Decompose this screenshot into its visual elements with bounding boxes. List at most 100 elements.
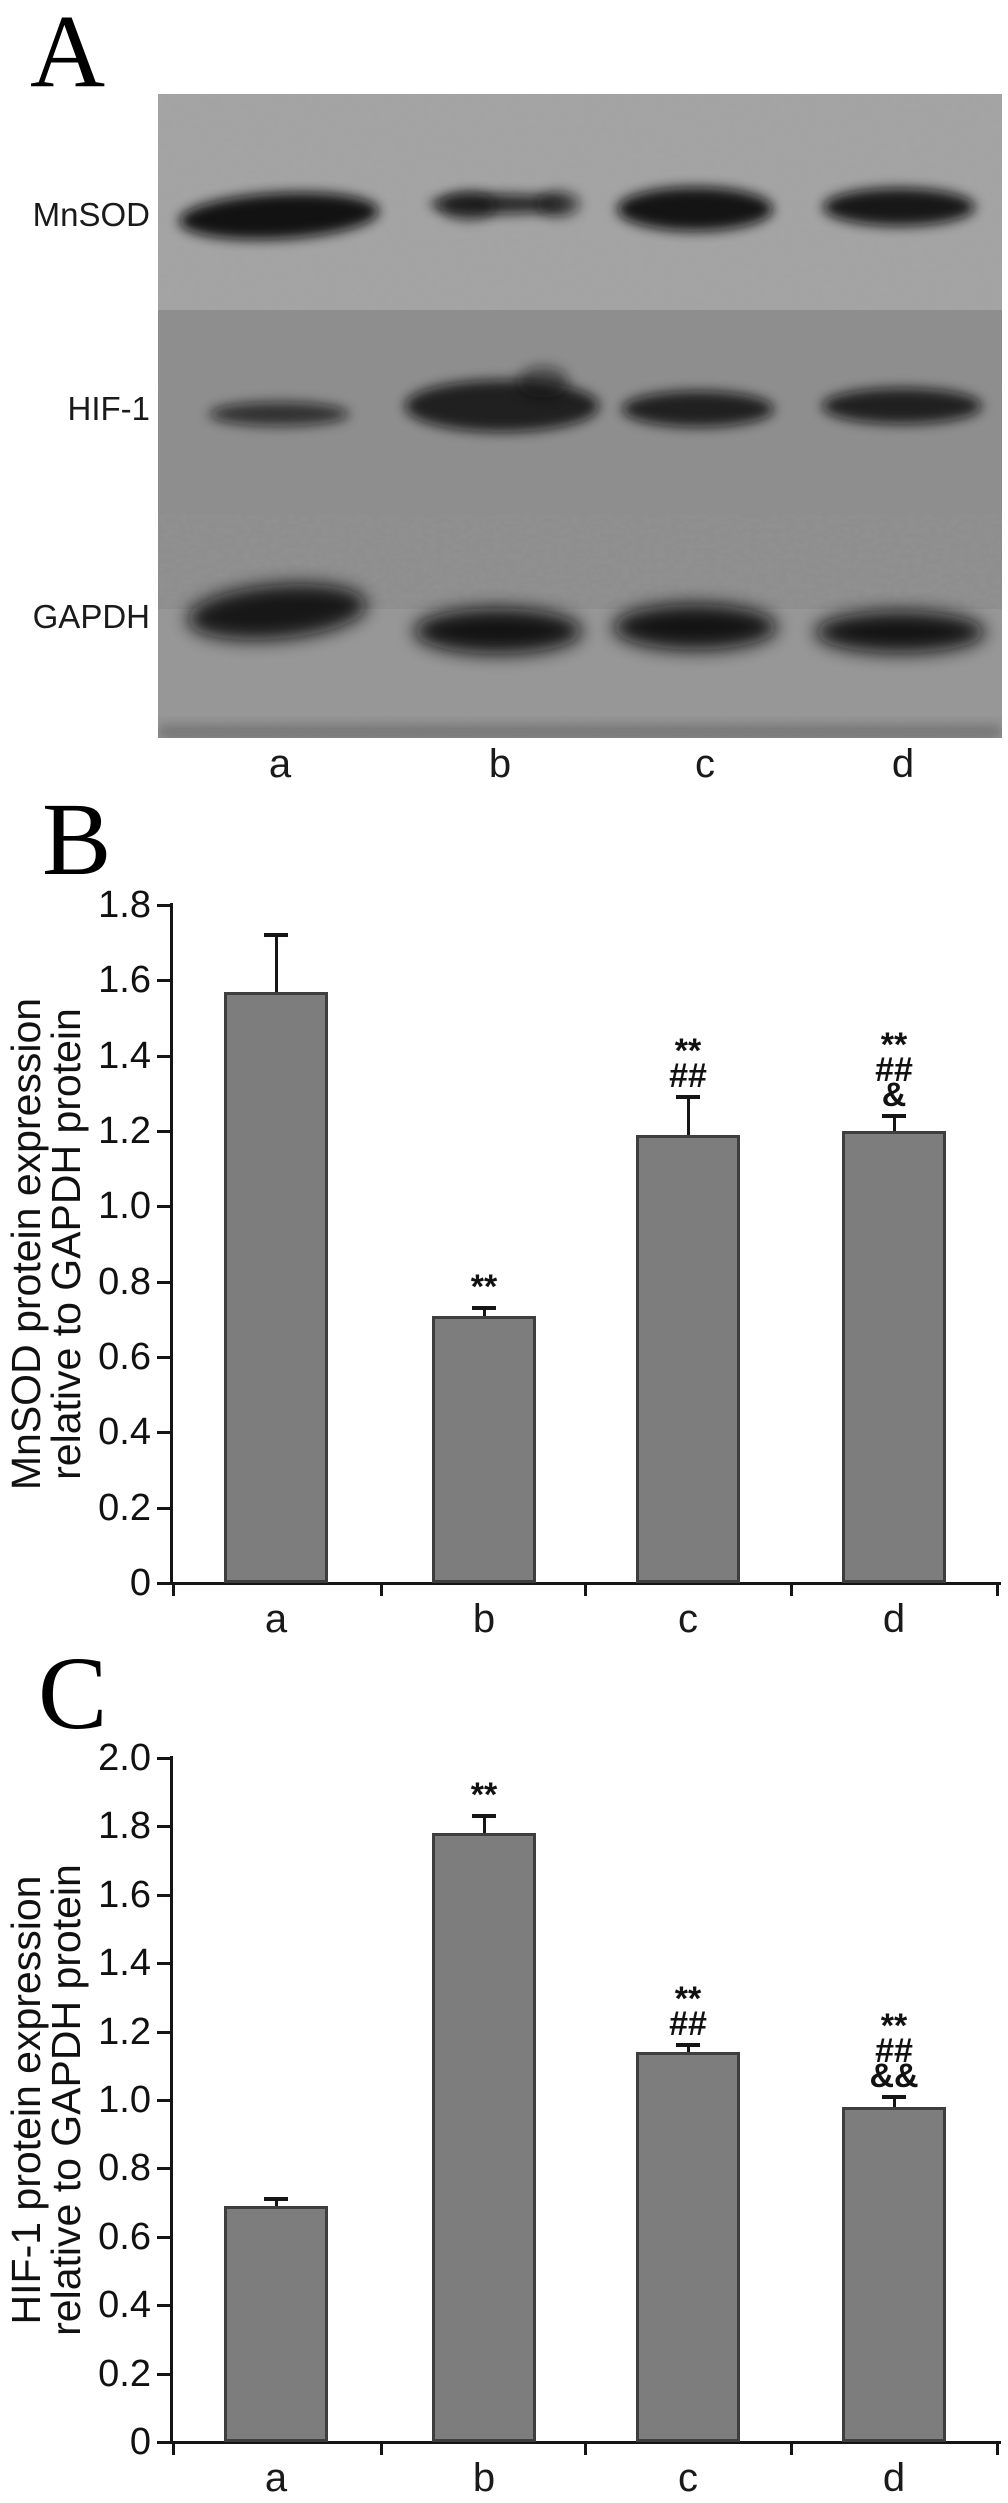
y-tick xyxy=(157,1825,171,1829)
x-tick xyxy=(172,1583,175,1596)
protein-bands-hif1 xyxy=(209,366,982,432)
x-tick xyxy=(380,2442,383,2455)
y-tick xyxy=(157,1130,171,1133)
y-tick xyxy=(157,2030,171,2034)
bar-c xyxy=(636,2052,740,2442)
error-bar-stem-d xyxy=(893,1115,896,1131)
y-tick-label-0.8: 0.8 xyxy=(98,2147,151,2190)
error-bar-cap-c xyxy=(676,2043,700,2048)
y-tick-label-1.2: 1.2 xyxy=(98,2010,151,2053)
y-tick xyxy=(157,2441,171,2444)
y-tick-label-1.6: 1.6 xyxy=(98,959,151,1002)
error-bar-cap-b xyxy=(472,1814,496,1819)
lane-label-d: d xyxy=(891,742,915,786)
x-axis xyxy=(164,2441,1001,2444)
y-tick-label-0.6: 0.6 xyxy=(98,2215,151,2258)
y-tick xyxy=(157,2099,171,2102)
significance-annotations-b: ** xyxy=(424,1268,544,1307)
y-tick xyxy=(157,904,171,907)
lane-label-b: b xyxy=(488,742,512,786)
blot-row-label-mnsod: MnSOD xyxy=(32,196,150,233)
significance-mark: ## xyxy=(875,2031,913,2070)
y-axis-label-line: relative to GAPDH protein xyxy=(43,1864,89,2336)
x-tick xyxy=(584,2442,587,2455)
y-tick xyxy=(157,1356,171,1359)
x-axis xyxy=(164,1582,1001,1585)
y-tick-label-1.4: 1.4 xyxy=(98,1942,151,1985)
y-tick-label-2.0: 2.0 xyxy=(98,1737,151,1779)
significance-mark: ** xyxy=(674,1980,702,2019)
y-tick xyxy=(157,2235,171,2239)
significance-annotations-b: ** xyxy=(424,1778,544,1812)
blot-row-label-gapdh: GAPDH xyxy=(32,598,150,635)
y-tick-label-1.8: 1.8 xyxy=(98,884,151,926)
x-tick xyxy=(996,2442,999,2455)
panel-b-label: B xyxy=(42,782,112,897)
significance-mark: ** xyxy=(470,1268,498,1307)
x-tick xyxy=(172,2442,175,2455)
significance-mark: && xyxy=(869,2056,919,2095)
y-tick xyxy=(157,1582,171,1585)
y-tick xyxy=(157,1431,171,1435)
y-tick-label-0: 0 xyxy=(129,1562,151,1604)
x-tick xyxy=(790,2442,793,2455)
protein-bands-mnsod xyxy=(179,187,975,240)
y-tick xyxy=(157,979,171,983)
significance-annotations-d: ** ## && xyxy=(834,2009,954,2095)
x-tick xyxy=(996,1583,999,1596)
x-category-label-a: a xyxy=(264,2456,288,2500)
significance-mark: ## xyxy=(875,1050,913,1089)
lane-label-c: c xyxy=(695,742,715,786)
error-bar-stem-c xyxy=(687,2045,690,2053)
x-tick xyxy=(584,1583,587,1596)
bar-b xyxy=(432,1315,536,1583)
error-bar-cap-d xyxy=(882,1113,906,1118)
y-tick xyxy=(157,1962,171,1966)
error-bar-stem-c xyxy=(687,1097,690,1135)
y-axis xyxy=(170,1756,173,2444)
error-bar-cap-b xyxy=(472,1306,496,1311)
significance-annotations-d: ** ## & xyxy=(834,1025,954,1114)
error-bar-cap-c xyxy=(676,1095,700,1100)
error-bar-stem-b xyxy=(483,1308,486,1316)
error-bar-stem-a xyxy=(275,935,278,992)
significance-annotations-c: ** ## xyxy=(628,1034,748,1096)
significance-mark: & xyxy=(881,1075,907,1114)
x-category-label-d: d xyxy=(882,2456,906,2500)
bar-a xyxy=(224,991,328,1583)
error-bar-stem-d xyxy=(893,2096,896,2107)
y-tick-label-0.8: 0.8 xyxy=(98,1260,151,1303)
significance-mark: ** xyxy=(880,1025,908,1064)
y-tick xyxy=(157,1757,171,1760)
bar-a xyxy=(224,2206,328,2442)
y-tick-label-1.0: 1.0 xyxy=(98,1185,151,1228)
significance-mark: ## xyxy=(669,1057,707,1096)
bar-b xyxy=(432,1833,536,2442)
y-tick-label-0: 0 xyxy=(129,2421,151,2463)
y-tick xyxy=(157,1054,171,1058)
x-category-label-b: b xyxy=(472,2456,496,2500)
y-tick-label-0.2: 0.2 xyxy=(98,1486,151,1529)
y-tick xyxy=(157,2167,171,2171)
y-axis-label-line: HIF-1 protein expression xyxy=(3,1875,49,2325)
y-tick-label-1.0: 1.0 xyxy=(98,2079,151,2121)
y-tick xyxy=(157,2304,171,2308)
y-axis xyxy=(170,903,173,1585)
bar-d xyxy=(842,2106,946,2442)
bar-c xyxy=(636,1134,740,1583)
significance-mark: ## xyxy=(669,2005,707,2044)
y-tick xyxy=(157,1893,171,1897)
bar-d xyxy=(842,1131,946,1583)
western-blot-image xyxy=(158,94,1002,738)
y-tick xyxy=(157,1205,171,1209)
y-tick xyxy=(157,1280,171,1284)
x-category-label-d: d xyxy=(882,1597,906,1641)
y-tick-label-0.4: 0.4 xyxy=(98,1411,151,1454)
lane-label-a: a xyxy=(268,742,292,786)
y-tick-label-1.4: 1.4 xyxy=(98,1034,151,1077)
error-bar-cap-a xyxy=(264,2197,288,2202)
x-category-label-c: c xyxy=(678,1597,698,1641)
error-bar-stem-b xyxy=(483,1816,486,1834)
